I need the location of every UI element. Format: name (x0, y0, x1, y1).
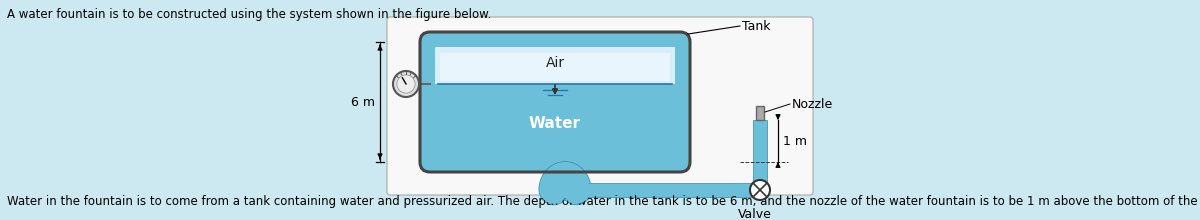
Text: A water fountain is to be constructed using the system shown in the figure below: A water fountain is to be constructed us… (7, 8, 491, 21)
Bar (558, 162, 572, 190)
FancyBboxPatch shape (386, 17, 814, 195)
Text: Valve: Valve (738, 208, 772, 220)
Circle shape (750, 180, 770, 200)
Bar (754, 120, 767, 197)
Text: Air: Air (546, 56, 564, 70)
Text: Tank: Tank (742, 20, 770, 33)
Text: Water: Water (529, 116, 581, 130)
Bar (756, 106, 764, 120)
Text: 1 m: 1 m (784, 134, 808, 147)
Circle shape (394, 71, 419, 97)
Bar (440, 53, 670, 81)
FancyBboxPatch shape (420, 32, 690, 172)
Text: 6 m: 6 m (352, 95, 374, 108)
Circle shape (397, 75, 415, 93)
Text: Water in the fountain is to come from a tank containing water and pressurized ai: Water in the fountain is to come from a … (7, 195, 1200, 208)
Bar (436, 47, 674, 84)
Text: Nozzle: Nozzle (792, 97, 833, 110)
Bar (565, 183, 760, 197)
